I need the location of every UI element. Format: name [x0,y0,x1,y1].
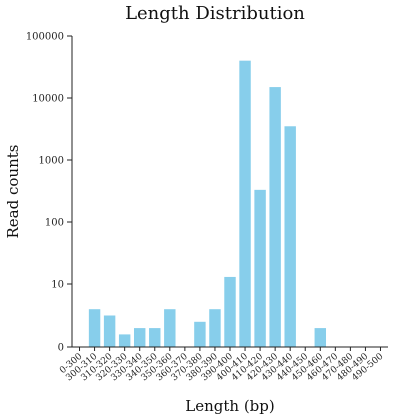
x-ticks-group: 0-300300-310310-320320-330330-340340-350… [58,347,386,383]
bar-330-340 [133,328,146,347]
chart-title: Length Distribution [125,3,305,24]
bar-390-400 [224,276,236,347]
bar-370-380 [194,321,206,347]
bar-350-360 [164,309,176,347]
bars-group [88,60,327,348]
bar-380-390 [209,309,221,347]
y-tick-label: 10000 [32,94,64,105]
bar-410-420 [254,189,266,347]
y-tick-label: 100 [45,218,64,229]
y-tick-label: 0 [58,343,64,354]
bar-430-440 [284,126,296,347]
y-tick-label: 1000 [39,156,64,167]
bar-320-330 [118,334,131,347]
bar-420-430 [269,87,281,348]
bar-300-310 [88,309,101,347]
y-axis-label: Read counts [4,145,22,239]
bar-340-350 [149,328,161,347]
y-tick-label: 100000 [26,32,64,43]
y-tick-label: 10 [51,280,64,291]
bar-450-460 [314,328,327,347]
y-ticks-group: 0 10 100 1000 10000 100000 [26,32,72,354]
bar-310-320 [103,315,116,347]
x-axis-label: Length (bp) [185,397,274,415]
bar-400-410 [239,60,251,348]
